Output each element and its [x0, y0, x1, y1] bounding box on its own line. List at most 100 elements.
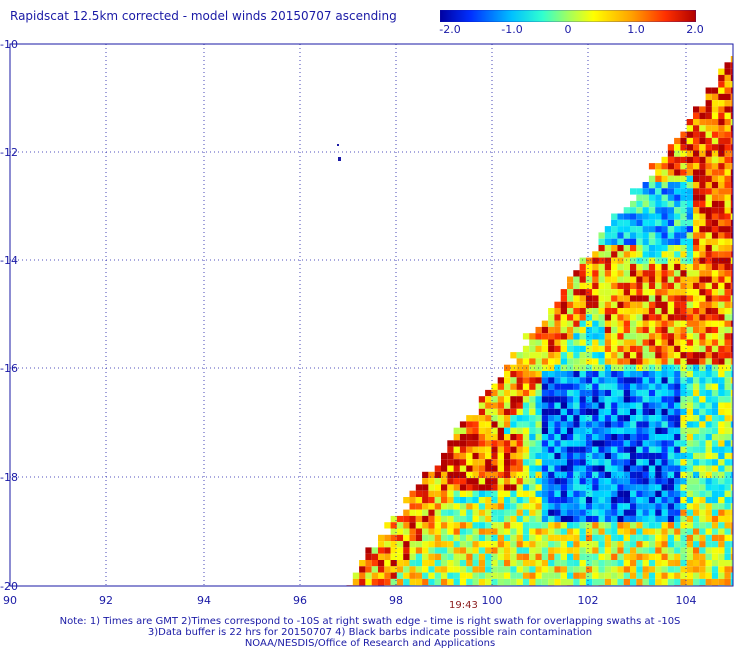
wind-cell — [630, 421, 637, 428]
wind-cell — [485, 560, 492, 567]
wind-cell — [466, 560, 473, 567]
wind-cell — [655, 541, 662, 548]
wind-cell — [686, 490, 693, 497]
wind-cell — [648, 188, 656, 195]
wind-cell — [422, 534, 429, 542]
wind-cell — [522, 352, 530, 359]
wind-cell — [680, 541, 687, 548]
wind-cell — [730, 377, 733, 384]
wind-cell — [636, 364, 643, 371]
wind-cell — [541, 352, 549, 359]
wind-cell — [655, 295, 662, 302]
wind-cell — [718, 427, 725, 434]
wind-cell — [472, 509, 479, 516]
wind-cell — [623, 314, 630, 321]
wind-cell — [472, 459, 479, 466]
wind-cell — [655, 578, 662, 586]
wind-cell — [554, 421, 561, 428]
wind-cell — [724, 87, 731, 94]
wind-cell — [674, 578, 681, 586]
wind-cell — [680, 484, 687, 491]
wind-cell — [642, 578, 649, 586]
wind-cell — [466, 547, 473, 554]
wind-cell — [686, 408, 693, 416]
wind-cell — [516, 547, 523, 554]
wind-cell — [611, 383, 618, 390]
wind-cell — [478, 427, 486, 434]
wind-cell — [459, 484, 467, 491]
wind-cell — [516, 541, 523, 548]
wind-cell — [693, 484, 700, 491]
wind-cell — [497, 515, 504, 523]
wind-cell — [592, 509, 599, 516]
wind-cell — [686, 566, 693, 573]
wind-cell — [648, 490, 656, 497]
wind-cell — [636, 345, 643, 353]
wind-cell — [661, 522, 668, 529]
wind-cell — [680, 572, 687, 579]
wind-cell — [598, 415, 605, 422]
wind-cell — [491, 465, 498, 472]
wind-cell — [617, 427, 624, 434]
wind-cell — [718, 509, 725, 516]
wind-cell — [604, 263, 612, 271]
wind-cell — [434, 484, 441, 491]
wind-cell — [466, 566, 473, 573]
wind-cell — [422, 515, 429, 523]
wind-cell — [724, 289, 731, 296]
wind-cell — [630, 377, 637, 384]
wind-cell — [585, 478, 593, 485]
wind-cell — [718, 528, 725, 535]
wind-cell — [636, 434, 643, 441]
wind-cell — [630, 371, 637, 378]
wind-cell — [522, 503, 530, 510]
wind-cell — [598, 289, 605, 296]
wind-cell — [699, 352, 706, 359]
wind-cell — [693, 364, 700, 371]
wind-cell — [648, 389, 656, 397]
wind-cell — [611, 541, 618, 548]
wind-cell — [611, 339, 618, 346]
wind-cell — [648, 578, 656, 586]
wind-cell — [693, 427, 700, 434]
wind-cell — [478, 566, 486, 573]
wind-cell — [522, 427, 530, 434]
wind-cell — [579, 383, 586, 390]
wind-cell — [718, 547, 725, 554]
wind-cell — [693, 150, 700, 157]
wind-cell — [378, 534, 385, 542]
wind-cell — [623, 490, 630, 497]
wind-cell — [699, 578, 706, 586]
wind-cell — [699, 226, 706, 233]
wind-cell — [441, 452, 448, 460]
wind-cell — [390, 578, 397, 586]
wind-cell — [680, 471, 687, 479]
wind-cell — [648, 182, 656, 189]
wind-cell — [699, 263, 706, 271]
wind-cell — [548, 547, 555, 554]
wind-cell — [447, 497, 454, 504]
wind-cell — [529, 383, 536, 390]
wind-cell — [617, 553, 624, 560]
wind-cell — [636, 314, 643, 321]
wind-cell — [611, 301, 618, 308]
wind-cell — [491, 541, 498, 548]
wind-cell — [548, 497, 555, 504]
wind-cell — [585, 402, 593, 409]
wind-cell — [686, 226, 693, 233]
wind-cell — [680, 396, 687, 403]
wind-cell — [560, 471, 567, 479]
wind-cell — [478, 421, 486, 428]
wind-cell — [705, 339, 712, 346]
wind-cell — [655, 352, 662, 359]
wind-cell — [699, 509, 706, 516]
wind-cell — [415, 503, 423, 510]
wind-cell — [573, 452, 580, 460]
wind-cell — [585, 465, 593, 472]
wind-cell — [604, 421, 612, 428]
wind-cell — [548, 415, 555, 422]
wind-cell — [504, 509, 511, 516]
wind-cell — [472, 553, 479, 560]
wind-cell — [699, 301, 706, 308]
wind-cell — [718, 238, 725, 245]
